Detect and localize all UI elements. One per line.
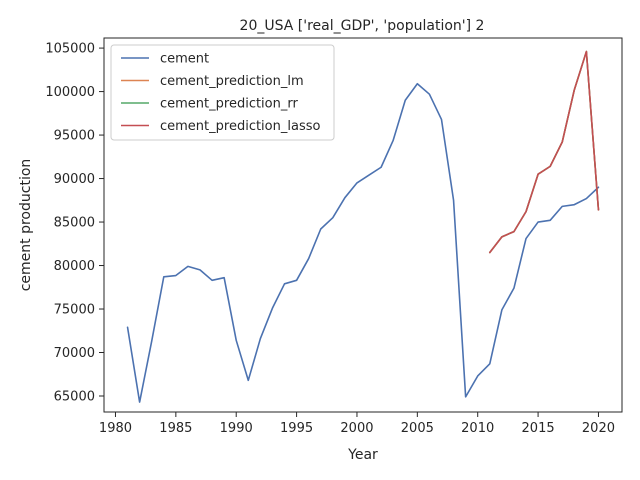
plot-area-frame <box>103 37 623 413</box>
x-tick-label: 1985 <box>159 421 192 436</box>
y-axis-label: cement production <box>18 159 34 292</box>
series-layer <box>126 50 600 403</box>
series-line-cement-prediction-lasso <box>488 50 600 254</box>
y-tick-label: 70000 <box>54 346 95 361</box>
y-tick-label: 100000 <box>45 85 95 100</box>
x-tick-label: 2020 <box>582 421 615 436</box>
legend: cement cement_prediction_lm cement_predict… <box>110 44 335 141</box>
x-axis-label: Year <box>347 447 378 463</box>
x-tick-label: 2010 <box>461 421 494 436</box>
legend-label-cement-prediction-lm: cement_prediction_lm <box>160 74 304 89</box>
y-tick-label: 90000 <box>54 172 95 187</box>
x-tick-label: 2015 <box>522 421 555 436</box>
y-tick-label: 75000 <box>54 303 95 318</box>
series-line-cement <box>126 82 600 403</box>
legend-box <box>110 44 335 141</box>
x-tick-label: 1995 <box>280 421 313 436</box>
y-tick-label: 105000 <box>45 42 95 57</box>
x-tick-label: 1980 <box>99 421 132 436</box>
legend-label-cement: cement <box>160 52 209 67</box>
x-axis-ticks: 1980 1985 1990 1995 2000 2005 2010 2015 2020 <box>99 412 615 436</box>
x-tick-label: 2000 <box>340 421 373 436</box>
y-tick-label: 85000 <box>54 216 95 231</box>
y-axis-ticks: 65000 70000 75000 80000 85000 90000 95000 10000… <box>45 42 104 404</box>
chart-title: 20_USA ['real_GDP', 'population'] 2 <box>240 18 485 34</box>
x-tick-label: 2005 <box>401 421 434 436</box>
y-tick-label: 95000 <box>54 129 95 144</box>
y-tick-label: 80000 <box>54 259 95 274</box>
legend-label-cement-prediction-rr: cement_prediction_rr <box>160 97 298 112</box>
x-tick-label: 1990 <box>220 421 253 436</box>
y-tick-label: 65000 <box>54 389 95 404</box>
legend-label-cement-prediction-lasso: cement_prediction_lasso <box>160 119 320 134</box>
